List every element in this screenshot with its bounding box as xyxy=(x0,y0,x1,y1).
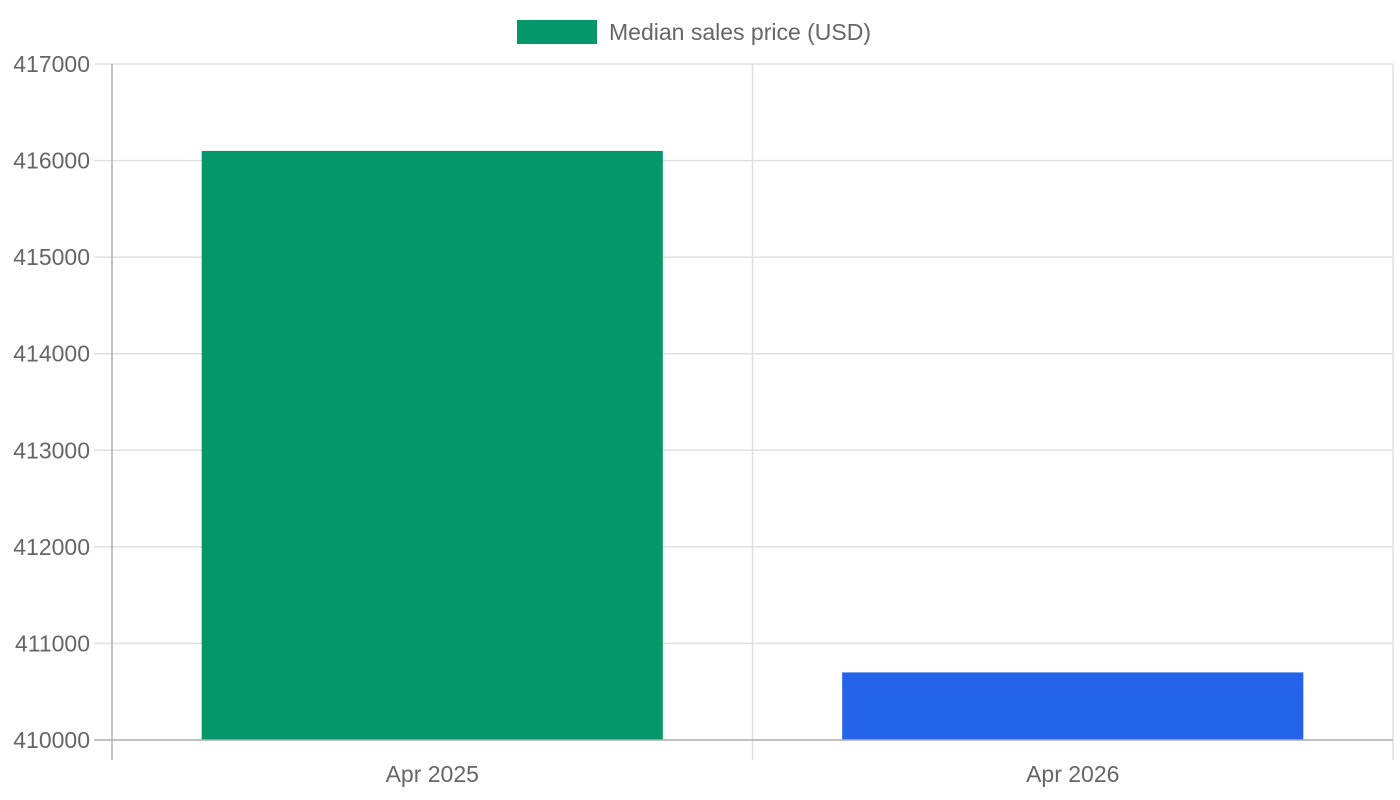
legend-label: Median sales price (USD) xyxy=(609,19,871,45)
y-tick-label: 412000 xyxy=(13,534,90,560)
y-axis-ticks: 410000 411000 412000 413000 414000 415000 4160… xyxy=(13,51,90,753)
bar-apr-2026[interactable] xyxy=(842,672,1304,740)
y-tick-label: 414000 xyxy=(13,341,90,367)
y-tick-label: 415000 xyxy=(13,244,90,270)
y-tick-label: 411000 xyxy=(15,630,90,656)
y-tick-label: 416000 xyxy=(13,148,90,174)
legend[interactable]: Median sales price (USD) xyxy=(517,19,871,45)
bar-apr-2025[interactable] xyxy=(201,150,663,740)
x-tick-label: Apr 2025 xyxy=(386,761,479,787)
y-tick-label: 410000 xyxy=(13,727,90,753)
legend-swatch xyxy=(517,20,597,44)
y-tick-label: 413000 xyxy=(13,437,90,463)
x-axis-ticks: Apr 2025 Apr 2026 xyxy=(386,761,1120,787)
bars xyxy=(201,150,1304,740)
x-tick-label: Apr 2026 xyxy=(1026,761,1119,787)
y-tick-label: 417000 xyxy=(13,51,90,77)
